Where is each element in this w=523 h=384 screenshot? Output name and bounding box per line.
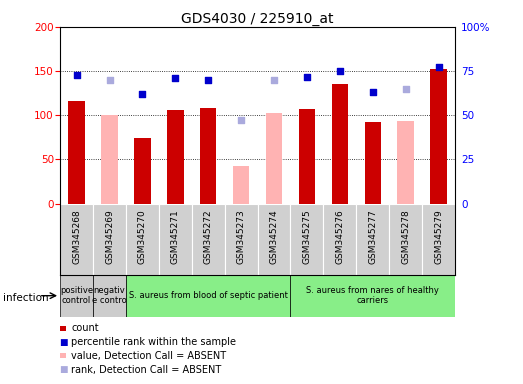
Text: GSM345278: GSM345278 [401,209,410,264]
Point [303,74,311,80]
Point [105,77,113,83]
Text: percentile rank within the sample: percentile rank within the sample [71,337,236,347]
Point [72,73,81,79]
Bar [60,275,93,317]
Text: S. aureus from blood of septic patient: S. aureus from blood of septic patient [129,291,288,300]
Text: S. aureus from nares of healthy
carriers: S. aureus from nares of healthy carriers [306,286,439,305]
Point [237,118,245,124]
Bar [365,122,381,204]
Bar [69,101,85,204]
Text: positive
control: positive control [60,286,93,305]
Bar [299,109,315,204]
Title: GDS4030 / 225910_at: GDS4030 / 225910_at [181,12,334,26]
Point [270,77,278,83]
Text: GSM345273: GSM345273 [236,209,246,264]
Text: GSM345269: GSM345269 [105,209,114,264]
Text: GSM345277: GSM345277 [368,209,377,264]
Bar [167,110,184,204]
Bar [356,204,389,275]
Point [336,68,344,74]
Bar [233,166,249,204]
Text: GSM345268: GSM345268 [72,209,81,264]
Bar [159,204,192,275]
Text: GSM345274: GSM345274 [269,209,279,264]
Point [402,86,410,92]
Bar [332,84,348,204]
Bar [192,204,225,275]
Bar [225,204,257,275]
Bar [93,275,126,317]
Bar [290,204,323,275]
Text: infection: infection [3,293,48,303]
Bar [430,69,447,204]
Point [171,75,179,81]
Point [369,89,377,95]
Bar [134,138,151,204]
Bar [422,204,455,275]
Bar [126,275,290,317]
Point [138,91,146,97]
Text: value, Detection Call = ABSENT: value, Detection Call = ABSENT [71,351,226,361]
Bar [101,115,118,204]
Text: negativ
e contro: negativ e contro [92,286,127,305]
Bar [93,204,126,275]
Bar [389,204,422,275]
Point [435,64,443,70]
Bar [266,113,282,204]
Bar [200,108,217,204]
Text: ■: ■ [59,338,67,347]
Text: GSM345271: GSM345271 [171,209,180,264]
Text: GSM345275: GSM345275 [302,209,311,264]
Text: count: count [71,323,99,333]
Text: GSM345279: GSM345279 [434,209,443,264]
Text: GSM345276: GSM345276 [335,209,344,264]
Text: GSM345272: GSM345272 [204,209,213,264]
Bar [323,204,356,275]
Bar [290,275,455,317]
Bar [126,204,159,275]
Bar [397,121,414,204]
Bar [257,204,290,275]
Text: GSM345270: GSM345270 [138,209,147,264]
Bar [60,204,93,275]
Text: rank, Detection Call = ABSENT: rank, Detection Call = ABSENT [71,365,221,375]
Text: ■: ■ [59,365,67,374]
Point [204,77,212,83]
